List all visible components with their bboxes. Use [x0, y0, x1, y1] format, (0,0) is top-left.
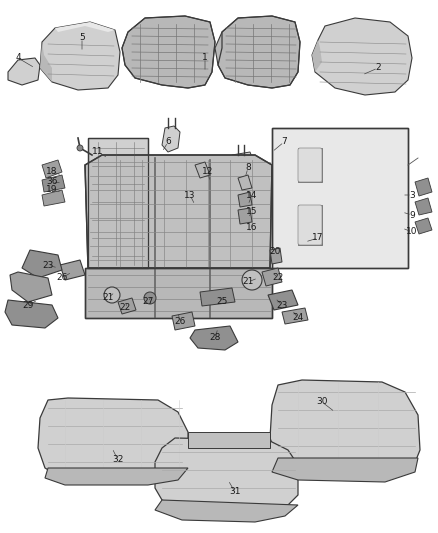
Text: 15: 15 — [246, 207, 258, 216]
Polygon shape — [195, 162, 210, 178]
Text: 13: 13 — [184, 190, 196, 199]
Text: 23: 23 — [42, 261, 54, 270]
Polygon shape — [85, 268, 272, 318]
Text: 22: 22 — [120, 303, 131, 312]
Polygon shape — [42, 190, 65, 206]
Polygon shape — [415, 218, 432, 234]
Text: 26: 26 — [174, 318, 186, 327]
Polygon shape — [85, 155, 272, 268]
Text: 10: 10 — [406, 228, 418, 237]
Polygon shape — [22, 250, 62, 278]
Text: 11: 11 — [92, 148, 104, 157]
Text: 30: 30 — [316, 398, 328, 407]
Polygon shape — [215, 16, 300, 88]
Text: 26: 26 — [57, 273, 68, 282]
Polygon shape — [88, 138, 148, 268]
Text: 22: 22 — [272, 273, 284, 282]
Text: 27: 27 — [142, 297, 154, 306]
Text: 24: 24 — [293, 313, 304, 322]
Polygon shape — [10, 272, 52, 302]
Polygon shape — [42, 160, 62, 178]
Polygon shape — [272, 458, 418, 482]
Polygon shape — [155, 500, 298, 522]
Text: 18: 18 — [46, 167, 58, 176]
Polygon shape — [38, 398, 188, 482]
Polygon shape — [262, 268, 282, 286]
Text: 16: 16 — [246, 223, 258, 232]
Polygon shape — [188, 432, 270, 448]
Text: 9: 9 — [409, 211, 415, 220]
FancyBboxPatch shape — [298, 148, 322, 182]
Text: 7: 7 — [281, 138, 287, 147]
Text: 29: 29 — [22, 301, 34, 310]
Polygon shape — [298, 205, 322, 245]
Text: 32: 32 — [112, 456, 124, 464]
Polygon shape — [118, 298, 136, 314]
Text: 5: 5 — [79, 34, 85, 43]
Polygon shape — [312, 40, 322, 72]
Text: 19: 19 — [46, 185, 58, 195]
Polygon shape — [42, 175, 65, 192]
Polygon shape — [228, 152, 255, 182]
Polygon shape — [200, 288, 235, 306]
Polygon shape — [415, 178, 432, 196]
Polygon shape — [238, 175, 252, 190]
Polygon shape — [155, 438, 298, 512]
Polygon shape — [312, 18, 412, 95]
Text: 6: 6 — [165, 138, 171, 147]
Text: 31: 31 — [229, 488, 241, 497]
Polygon shape — [282, 308, 308, 324]
Text: 23: 23 — [276, 301, 288, 310]
Polygon shape — [60, 260, 85, 280]
Polygon shape — [268, 290, 298, 310]
Circle shape — [242, 270, 262, 290]
Text: 3: 3 — [409, 190, 415, 199]
Text: 8: 8 — [245, 164, 251, 173]
Polygon shape — [415, 198, 432, 215]
Text: 28: 28 — [209, 334, 221, 343]
Polygon shape — [55, 22, 115, 32]
Polygon shape — [122, 16, 215, 88]
Text: 2: 2 — [375, 63, 381, 72]
Text: 1: 1 — [202, 53, 208, 62]
Polygon shape — [270, 248, 282, 264]
Polygon shape — [8, 58, 40, 85]
Text: 20: 20 — [269, 247, 281, 256]
Text: 14: 14 — [246, 190, 258, 199]
Polygon shape — [272, 128, 408, 268]
Text: 12: 12 — [202, 167, 214, 176]
Polygon shape — [45, 468, 188, 485]
Polygon shape — [298, 148, 322, 182]
Polygon shape — [238, 192, 252, 207]
Text: 25: 25 — [216, 297, 228, 306]
Polygon shape — [5, 300, 58, 328]
Polygon shape — [162, 126, 180, 152]
FancyBboxPatch shape — [298, 205, 322, 245]
Polygon shape — [238, 208, 252, 224]
Polygon shape — [190, 326, 238, 350]
Circle shape — [77, 145, 83, 151]
Text: 21: 21 — [102, 294, 114, 303]
Polygon shape — [40, 22, 120, 90]
Polygon shape — [40, 42, 52, 82]
Circle shape — [104, 287, 120, 303]
Text: 21: 21 — [242, 278, 254, 287]
Text: 17: 17 — [312, 233, 324, 243]
Polygon shape — [270, 380, 420, 477]
Polygon shape — [172, 312, 195, 330]
Text: 36: 36 — [46, 177, 58, 187]
Text: 4: 4 — [15, 53, 21, 62]
Circle shape — [144, 292, 156, 304]
